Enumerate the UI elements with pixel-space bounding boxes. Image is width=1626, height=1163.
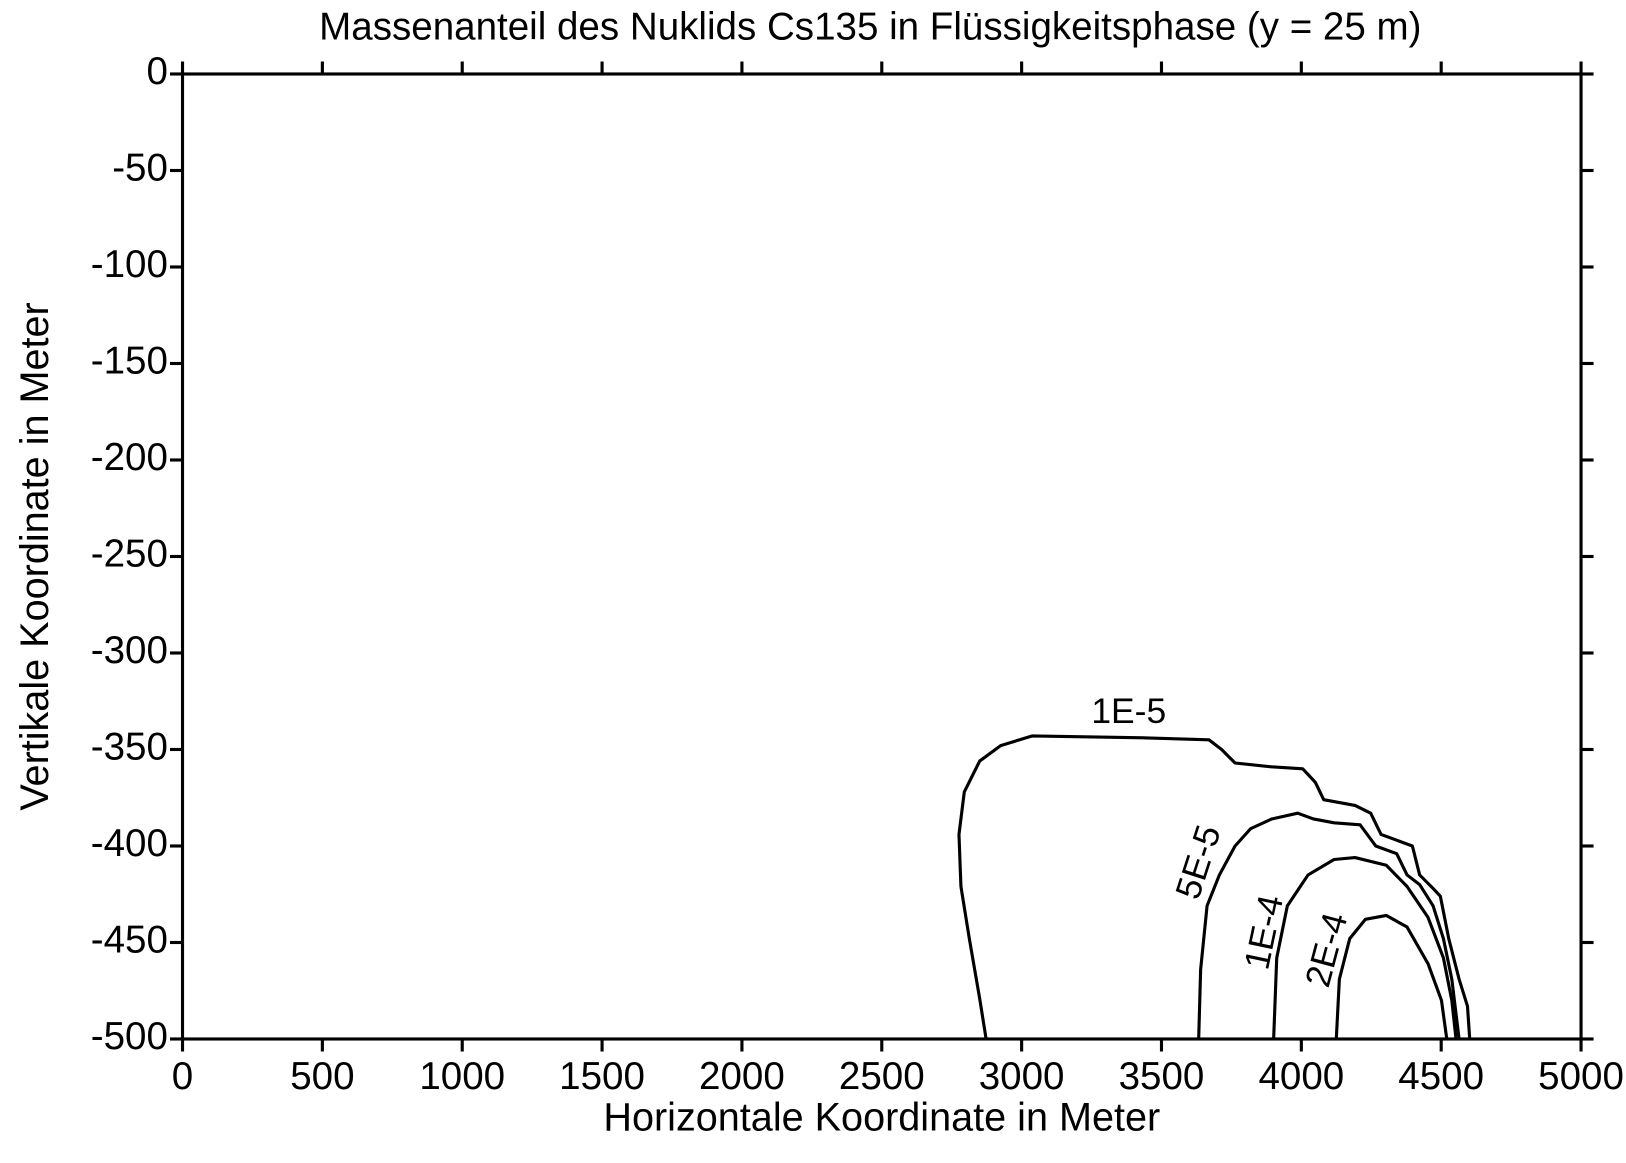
contour-line — [1334, 913, 1449, 1040]
y-tick-label: -200 — [91, 436, 168, 479]
contour-label: 5E-5 — [1168, 820, 1229, 904]
x-tick-label: 0 — [172, 1055, 193, 1098]
contour-line — [957, 734, 1472, 1040]
x-tick-label: 4500 — [1398, 1055, 1484, 1098]
x-tick-label: 1000 — [419, 1055, 505, 1098]
contour-line — [1197, 811, 1461, 1040]
x-tick-label: 2000 — [699, 1055, 785, 1098]
y-tick-label: -150 — [91, 340, 168, 383]
y-tick-label: 0 — [146, 50, 167, 93]
plot-frame — [180, 72, 1583, 1041]
contour-line — [1272, 856, 1458, 1040]
y-axis-title: Vertikale Koordinate in Meter — [13, 302, 57, 810]
x-tick-label: 4000 — [1258, 1055, 1344, 1098]
y-tick-label: -250 — [91, 533, 168, 576]
x-tick-label: 3500 — [1119, 1055, 1205, 1098]
x-tick-label: 2500 — [839, 1055, 925, 1098]
y-tick-label: -300 — [91, 629, 168, 672]
y-tick-label: -450 — [91, 919, 168, 962]
y-tick-label: -350 — [91, 726, 168, 769]
y-tick-label: -500 — [91, 1015, 168, 1058]
y-tick-label: -400 — [91, 822, 168, 865]
y-tick-label: -100 — [91, 243, 168, 286]
y-tick-label: -50 — [112, 147, 168, 190]
x-axis-title: Horizontale Koordinate in Meter — [603, 1096, 1160, 1140]
x-tick-label: 500 — [290, 1055, 354, 1098]
contour-label: 1E-4 — [1236, 891, 1291, 973]
contour-label: 1E-5 — [1091, 691, 1166, 731]
x-tick-label: 5000 — [1538, 1055, 1624, 1098]
x-tick-label: 3000 — [979, 1055, 1065, 1098]
chart-title: Massenanteil des Nuklids Cs135 in Flüssi… — [319, 5, 1421, 48]
x-tick-label: 1500 — [559, 1055, 645, 1098]
contour-label: 2E-4 — [1297, 908, 1355, 991]
